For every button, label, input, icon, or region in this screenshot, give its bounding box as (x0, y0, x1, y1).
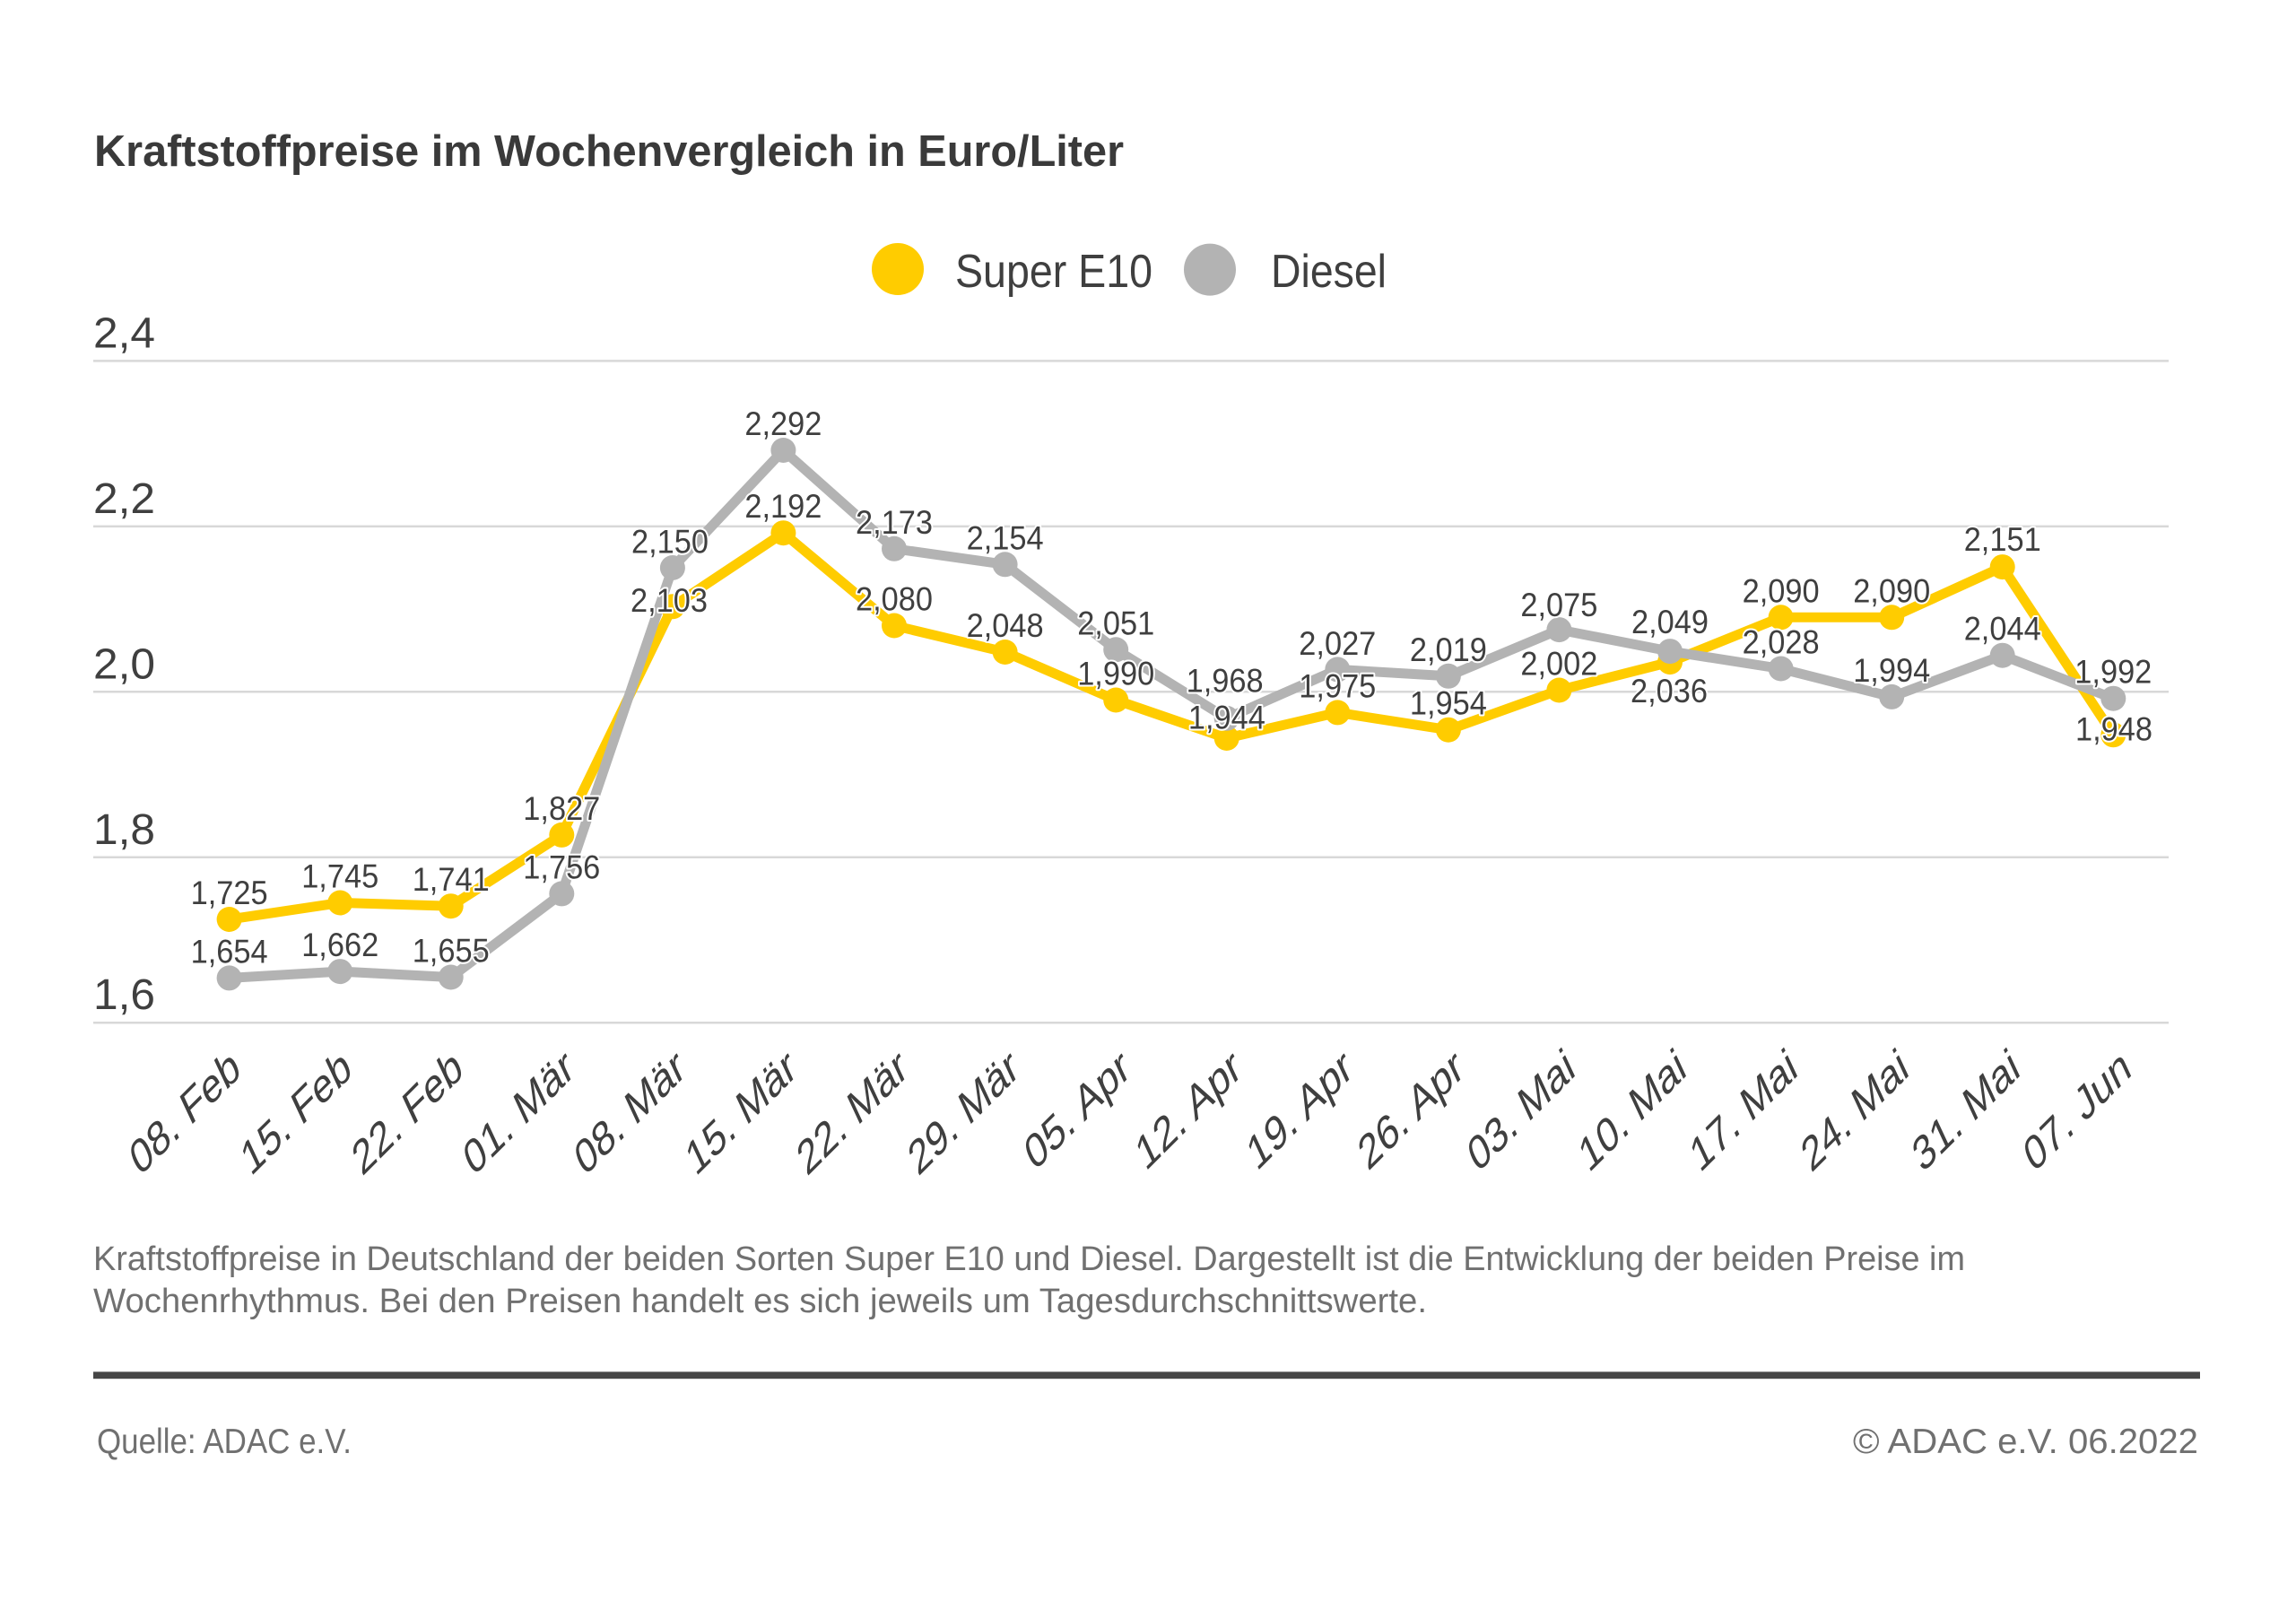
svg-text:2,090: 2,090 (1853, 572, 1930, 609)
svg-text:1,975: 1,975 (1299, 667, 1376, 704)
svg-text:1,756: 1,756 (523, 849, 600, 885)
svg-text:2,150: 2,150 (631, 524, 709, 561)
svg-text:1,990: 1,990 (1077, 656, 1154, 692)
svg-text:1,8: 1,8 (93, 806, 155, 854)
svg-text:2,019: 2,019 (1410, 631, 1487, 668)
svg-text:Kraftstoffpreise in Deutschlan: Kraftstoffpreise in Deutschland der beid… (93, 1240, 1965, 1278)
svg-text:2,049: 2,049 (1631, 604, 1709, 640)
svg-text:1,948: 1,948 (2075, 711, 2152, 748)
svg-text:2,192: 2,192 (744, 488, 822, 525)
svg-text:Quelle: ADAC e.V.: Quelle: ADAC e.V. (97, 1423, 352, 1461)
svg-text:1,725: 1,725 (191, 875, 268, 911)
svg-text:2,002: 2,002 (1520, 646, 1597, 683)
svg-text:2,051: 2,051 (1077, 605, 1154, 641)
svg-text:2,292: 2,292 (744, 405, 822, 442)
svg-text:1,992: 1,992 (2074, 653, 2152, 690)
svg-text:2,151: 2,151 (1964, 521, 2041, 558)
svg-text:1,745: 1,745 (301, 858, 378, 895)
svg-text:© ADAC e.V. 06.2022: © ADAC e.V. 06.2022 (1853, 1423, 2198, 1461)
svg-text:Diesel: Diesel (1271, 246, 1387, 298)
svg-text:2,173: 2,173 (856, 504, 933, 541)
svg-text:2,154: 2,154 (967, 519, 1044, 556)
svg-text:2,048: 2,048 (967, 607, 1044, 644)
svg-text:1,968: 1,968 (1187, 663, 1264, 700)
svg-text:2,4: 2,4 (93, 309, 155, 357)
svg-text:Wochenrhythmus. Bei den Preise: Wochenrhythmus. Bei den Preisen handelt … (93, 1283, 1427, 1320)
svg-text:2,075: 2,075 (1520, 587, 1597, 623)
svg-text:1,827: 1,827 (523, 790, 600, 827)
svg-text:2,036: 2,036 (1631, 673, 1708, 709)
svg-text:Kraftstoffpreise im Wochenverg: Kraftstoffpreise im Wochenvergleich in E… (94, 127, 1124, 176)
svg-text:1,944: 1,944 (1188, 699, 1265, 735)
svg-text:1,741: 1,741 (413, 861, 490, 898)
svg-text:1,954: 1,954 (1410, 685, 1487, 722)
svg-text:2,0: 2,0 (93, 640, 155, 688)
svg-text:2,2: 2,2 (93, 475, 155, 523)
svg-text:1,654: 1,654 (191, 933, 268, 970)
svg-text:2,090: 2,090 (1743, 572, 1820, 609)
svg-text:2,044: 2,044 (1964, 611, 2041, 648)
svg-text:2,027: 2,027 (1299, 625, 1376, 662)
svg-text:2,028: 2,028 (1743, 624, 1820, 661)
svg-text:2,103: 2,103 (631, 582, 708, 619)
svg-text:1,655: 1,655 (413, 933, 490, 970)
svg-text:2,080: 2,080 (856, 581, 933, 618)
svg-text:Super E10: Super E10 (955, 246, 1152, 298)
svg-text:1,662: 1,662 (301, 927, 378, 963)
svg-text:1,994: 1,994 (1853, 652, 1930, 689)
svg-text:1,6: 1,6 (93, 971, 155, 1019)
